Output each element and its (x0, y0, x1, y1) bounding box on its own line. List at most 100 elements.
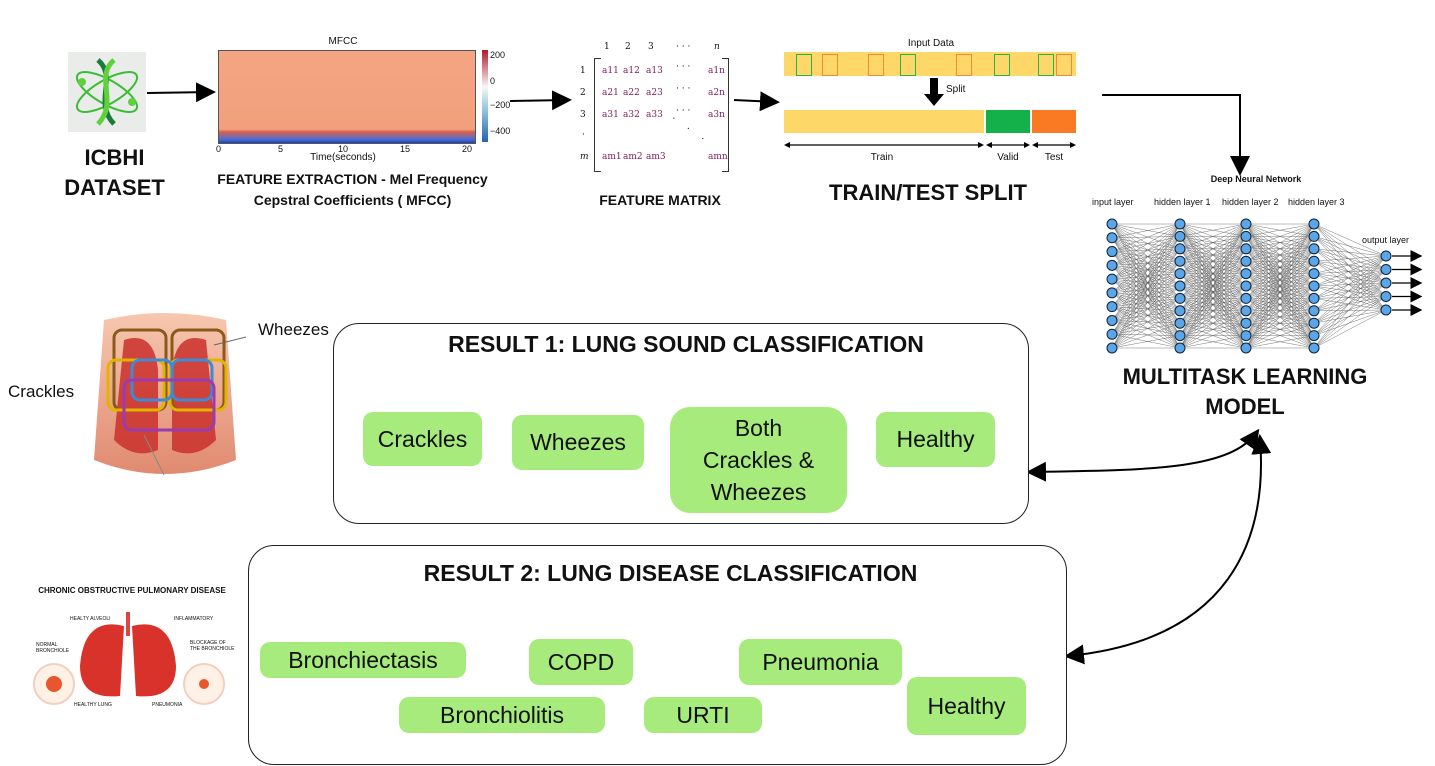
network-node (1174, 268, 1186, 280)
network-edge (1313, 282, 1387, 349)
mfcc-title: MFCC (328, 36, 358, 47)
network-edge (1111, 273, 1181, 294)
network-edge (1111, 248, 1181, 280)
network-edge (1313, 248, 1387, 311)
network-edge (1313, 282, 1387, 287)
network-node (1240, 268, 1252, 280)
copd-caption: HEALTHY LUNG (74, 702, 112, 708)
result2-class-healthy: Healthy (907, 677, 1026, 735)
network-edge (1111, 248, 1181, 266)
network-edge (1111, 298, 1181, 307)
network-edge (1111, 273, 1181, 335)
network-edge (1111, 237, 1181, 336)
colorbar-tick: −200 (490, 100, 511, 110)
network-edge (1313, 223, 1387, 270)
mfcc-xlabel: Time(seconds) (310, 152, 376, 163)
network-edge (1111, 236, 1181, 238)
network-edge (1313, 269, 1387, 287)
network-edge (1179, 223, 1247, 262)
network-edge (1179, 261, 1247, 349)
network-edge (1313, 255, 1387, 324)
feature-matrix: 1 2 3 · · · n 1 2 3 · m a11 a12 a13 · · … (572, 38, 732, 178)
network-edge (1111, 251, 1181, 311)
network-edge (1179, 223, 1247, 324)
input-data-label: Input Data (907, 38, 955, 49)
network-edge (1313, 223, 1387, 297)
network-edge (1111, 261, 1181, 280)
network-node (1240, 317, 1252, 329)
network-edge (1179, 236, 1247, 349)
network-edge (1111, 223, 1181, 237)
copd-lungs-icon (33, 612, 225, 705)
network-edge (1111, 298, 1181, 335)
colorbar-tick: −400 (490, 126, 511, 136)
mfcc-heatmap (218, 50, 476, 144)
network-edge (1245, 223, 1315, 336)
network-edge (1111, 261, 1181, 349)
network-edge (1111, 251, 1181, 349)
row-header: 2 (580, 88, 586, 98)
network-edge (1313, 269, 1387, 336)
train-label: Train (870, 152, 894, 163)
x-tick: 10 (338, 144, 349, 154)
matrix-cell: a12 (623, 66, 640, 76)
result2-class-pneumonia: Pneumonia (739, 639, 902, 685)
network-edge (1111, 261, 1181, 307)
matrix-cell: am2 (623, 152, 643, 162)
result1-class-crackles: Crackles (363, 412, 482, 466)
result1-class-both: Both Crackles & Wheezes (670, 407, 847, 513)
network-edge (1111, 223, 1181, 280)
matrix-cell: a3n (708, 110, 725, 120)
network-node (1174, 218, 1186, 230)
network-edge (1111, 251, 1181, 336)
network-edge (1111, 223, 1181, 238)
network-edge (1111, 285, 1181, 349)
network-node (1106, 314, 1118, 326)
split-range-arrows (784, 142, 1076, 148)
network-edge (1111, 273, 1181, 321)
network-edge (1313, 298, 1387, 311)
network-edge (1313, 296, 1387, 349)
network-edge (1111, 334, 1181, 336)
matrix-cell: a23 (646, 88, 663, 98)
network-edge (1111, 236, 1181, 266)
network-edge (1313, 248, 1387, 297)
network-edge (1313, 223, 1387, 284)
network-edge (1313, 255, 1387, 299)
network-edge (1245, 273, 1315, 349)
network-edge (1179, 298, 1247, 349)
network-edge (1179, 248, 1247, 349)
network-edge (1179, 223, 1247, 237)
network-edge (1111, 265, 1181, 336)
network-edge (1313, 223, 1387, 311)
network-edge (1179, 223, 1247, 299)
result2-class-urti: URTI (644, 697, 762, 733)
network-title: Deep Neural Network (1210, 174, 1302, 184)
network-edge (1313, 282, 1387, 311)
dna-icon (75, 58, 139, 126)
row-header: · (582, 130, 585, 140)
network-edge (1111, 278, 1181, 349)
network-edge (1111, 248, 1181, 335)
network-edge (1111, 292, 1181, 311)
matrix-cell: a2n (708, 88, 725, 98)
network-edge (1111, 236, 1181, 321)
network-node (1240, 230, 1252, 242)
network-edge (1111, 237, 1181, 262)
network-edge (1111, 334, 1181, 349)
network-node (1308, 230, 1320, 242)
network-node (1106, 328, 1118, 340)
network-edge (1111, 248, 1181, 349)
col-header: 1 (604, 42, 610, 52)
network-node (1174, 280, 1186, 292)
network-edge (1245, 223, 1315, 274)
arrow-split-to-network (1102, 94, 1250, 176)
network-edge (1111, 278, 1181, 299)
network-node (1174, 243, 1186, 255)
network-node (1240, 243, 1252, 255)
network-edge (1245, 335, 1315, 349)
split-arrow-icon (924, 78, 944, 106)
network-edge (1111, 323, 1181, 349)
network-node (1106, 273, 1118, 285)
network-edge (1313, 255, 1387, 262)
